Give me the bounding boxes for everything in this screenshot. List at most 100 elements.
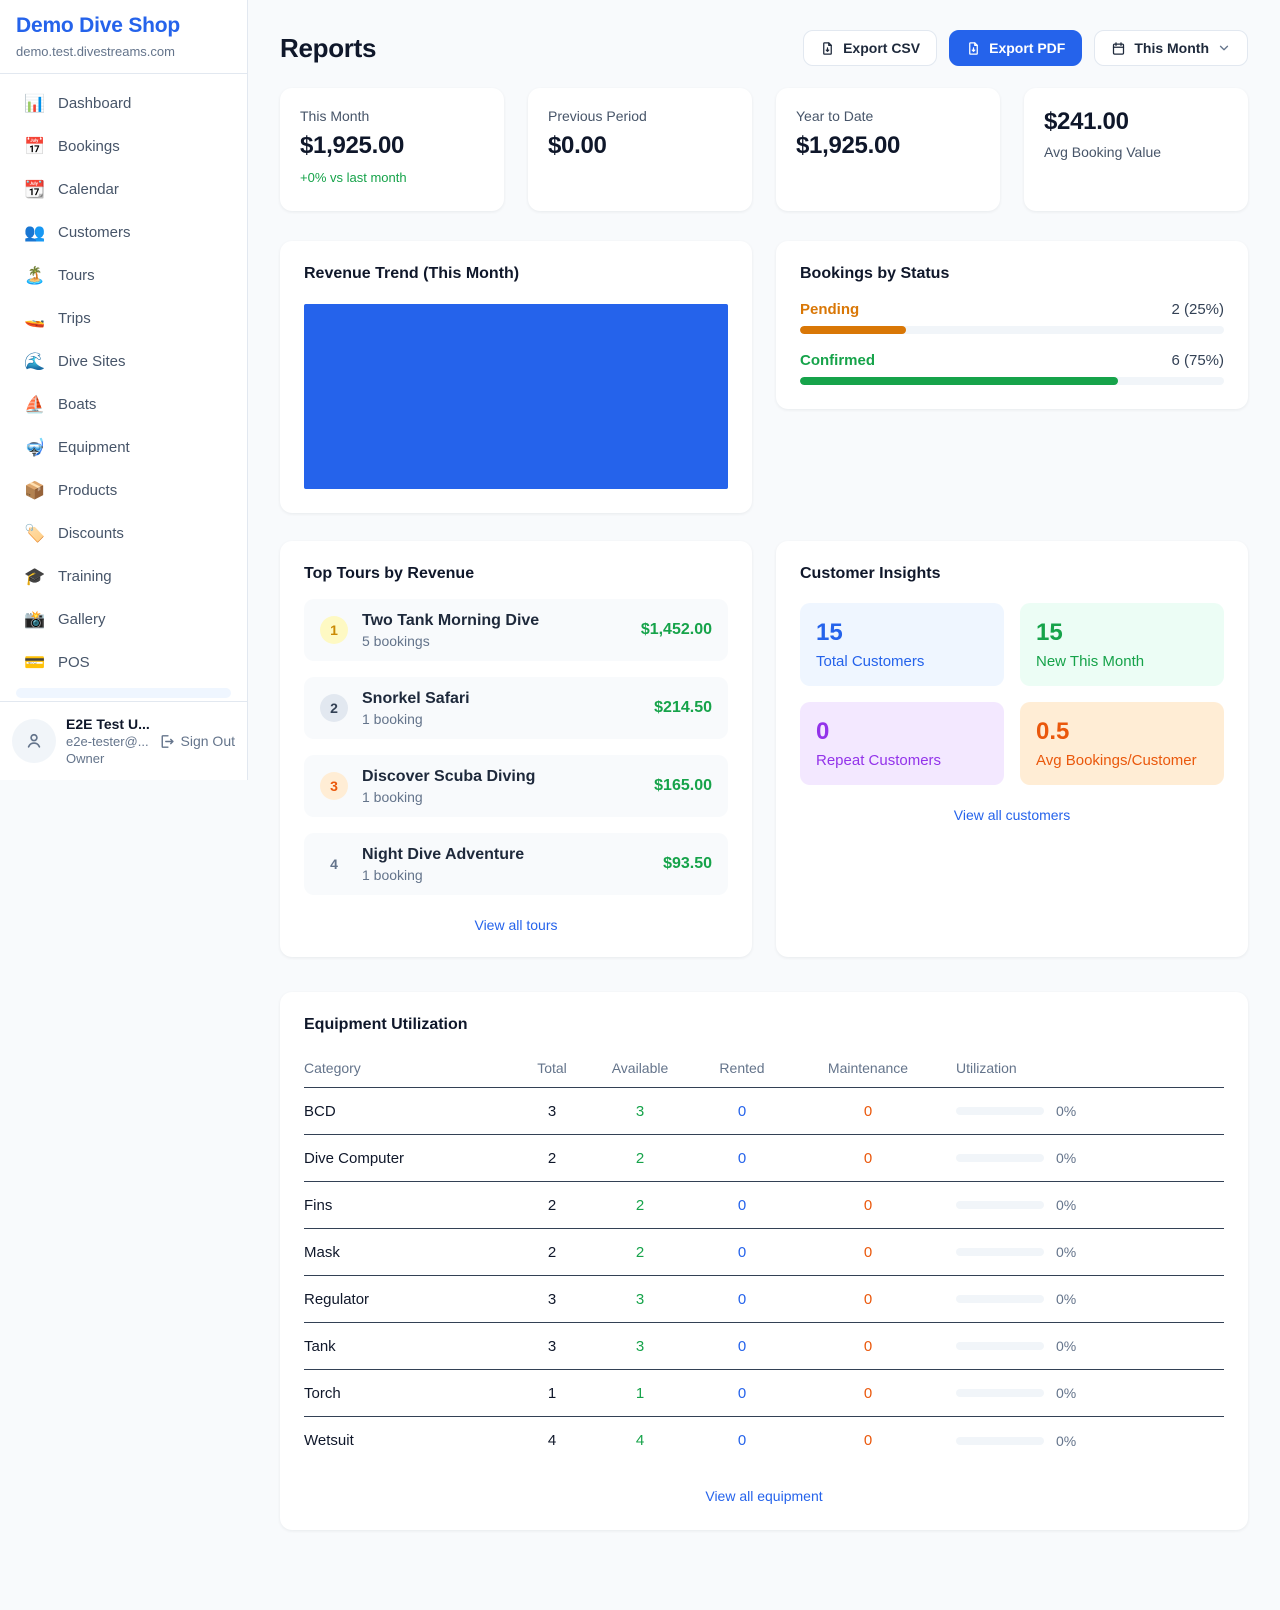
sidebar-nav-label: Boats	[58, 396, 97, 413]
insight-value: 0	[816, 718, 830, 745]
equipment-table-row: Torch 1 1 0 0 0%	[304, 1370, 1224, 1417]
period-dropdown[interactable]: This Month	[1094, 30, 1248, 66]
equipment-maintenance: 0	[863, 1149, 873, 1167]
sidebar-nav-label: POS	[58, 654, 90, 671]
customer-insights-card: Customer Insights 15 Total Customers 15 …	[776, 541, 1248, 957]
tour-bookings-count: 1 booking	[362, 788, 423, 805]
sidebar-nav-item[interactable]: 📦 Products	[8, 473, 239, 508]
revenue-trend-card: Revenue Trend (This Month)	[280, 241, 752, 513]
sidebar-nav: 📊 Dashboard 📅 Bookings 📆 Calendar 👥 Cust…	[0, 74, 247, 701]
view-all-customers-link[interactable]: View all customers	[953, 807, 1071, 823]
shop-name: Demo Dive Shop	[16, 14, 181, 37]
tours-icon: 🏝️	[24, 265, 46, 285]
equipment-available: 2	[635, 1243, 645, 1261]
utilization-percent: 0%	[1056, 1103, 1077, 1119]
equipment-available: 2	[635, 1196, 645, 1214]
sidebar-nav-label: Trips	[58, 310, 91, 327]
discounts-icon: 🏷️	[24, 523, 46, 543]
view-all-tours-link[interactable]: View all tours	[474, 917, 558, 933]
equipment-total: 4	[547, 1432, 557, 1449]
sidebar-nav-item[interactable]: 📆 Calendar	[8, 172, 239, 207]
dive-sites-icon: 🌊	[24, 351, 46, 371]
sidebar-nav-item[interactable]: 🚤 Trips	[8, 301, 239, 336]
sidebar-nav-item[interactable]: 🏝️ Tours	[8, 258, 239, 293]
export-csv-button[interactable]: Export CSV	[803, 30, 938, 66]
sidebar-nav-item[interactable]: ⛵ Boats	[8, 387, 239, 422]
tour-row: 2 Snorkel Safari 1 booking $214.50	[304, 677, 728, 739]
status-label: Pending	[800, 301, 860, 318]
sidebar-item-reports-partial[interactable]	[16, 688, 231, 698]
equipment-table-row: Dive Computer 2 2 0 0 0%	[304, 1135, 1224, 1182]
equipment-rented: 0	[737, 1149, 747, 1167]
insight-tile: 0.5 Avg Bookings/Customer	[1020, 702, 1224, 785]
equipment-maintenance: 0	[863, 1337, 873, 1355]
equipment-rented: 0	[737, 1384, 747, 1402]
boats-icon: ⛵	[24, 394, 46, 414]
utilization-bar	[956, 1389, 1044, 1397]
equipment-category: Torch	[304, 1384, 341, 1402]
sidebar-nav-item[interactable]: 💳 POS	[8, 645, 239, 680]
equipment-maintenance: 0	[863, 1243, 873, 1261]
tour-name: Night Dive Adventure	[362, 845, 525, 863]
sidebar-nav-item[interactable]: 📅 Bookings	[8, 129, 239, 164]
equipment-total: 2	[547, 1196, 557, 1214]
equipment-table-row: Mask 2 2 0 0 0%	[304, 1229, 1224, 1276]
revenue-trend-title: Revenue Trend (This Month)	[304, 265, 520, 282]
utilization-bar	[956, 1248, 1044, 1256]
sidebar-nav-label: Tours	[58, 267, 95, 284]
sign-out-button[interactable]: Sign Out	[158, 733, 235, 750]
utilization-percent: 0%	[1056, 1385, 1077, 1401]
status-label: Confirmed	[800, 352, 875, 369]
equipment-category: Tank	[304, 1337, 336, 1355]
calendar-icon	[1113, 41, 1125, 55]
equipment-available: 3	[635, 1337, 645, 1355]
sidebar-nav-label: Customers	[58, 224, 131, 241]
page-title: Reports	[280, 32, 377, 63]
sidebar-nav-item[interactable]: 📸 Gallery	[8, 602, 239, 637]
equipment-total: 2	[547, 1243, 557, 1261]
tour-name: Two Tank Morning Dive	[362, 611, 540, 629]
stat-value: $0.00	[548, 132, 607, 159]
utilization-bar	[956, 1295, 1044, 1303]
tour-bookings-count: 1 booking	[362, 866, 423, 883]
sidebar-nav-item[interactable]: 🎓 Training	[8, 559, 239, 594]
sidebar-nav-item[interactable]: 🤿 Equipment	[8, 430, 239, 465]
insight-value: 15	[816, 619, 843, 646]
user-name: E2E Test U...	[66, 716, 150, 732]
customer-insights-title: Customer Insights	[800, 565, 941, 582]
equipment-category: Regulator	[304, 1290, 370, 1308]
stat-label: This Month	[300, 108, 370, 124]
status-count: 2 (25%)	[1171, 301, 1224, 318]
sign-out-icon	[161, 734, 174, 748]
equipment-available: 1	[635, 1384, 645, 1402]
sidebar-nav-item[interactable]: 🌊 Dive Sites	[8, 344, 239, 379]
user-email: e2e-tester@...	[66, 734, 149, 749]
equipment-rented: 0	[737, 1196, 747, 1214]
tour-revenue: $165.00	[654, 777, 712, 794]
sidebar-nav-item[interactable]: 📊 Dashboard	[8, 86, 239, 121]
tour-rank-badge: 4	[330, 856, 338, 872]
sidebar-nav-label: Bookings	[58, 138, 120, 155]
dashboard-icon: 📊	[24, 93, 46, 113]
equipment-category: Mask	[304, 1243, 340, 1261]
status-count: 6 (75%)	[1171, 352, 1224, 369]
tour-row: 3 Discover Scuba Diving 1 booking $165.0…	[304, 755, 728, 817]
avatar	[12, 719, 56, 763]
sidebar-nav-label: Products	[58, 482, 118, 499]
sidebar-nav-label: Training	[58, 568, 112, 585]
view-all-equipment-link[interactable]: View all equipment	[705, 1488, 823, 1504]
export-pdf-button[interactable]: Export PDF	[949, 30, 1083, 66]
equipment-utilization-card: Equipment Utilization Category Total Ava…	[280, 992, 1248, 1530]
sidebar-nav-item[interactable]: 👥 Customers	[8, 215, 239, 250]
equipment-maintenance: 0	[863, 1196, 873, 1214]
utilization-percent: 0%	[1056, 1338, 1077, 1354]
equipment-table-header: Category Total Available Rented Maintena…	[304, 1048, 1224, 1088]
sidebar-nav-item[interactable]: 🏷️ Discounts	[8, 516, 239, 551]
equipment-total: 3	[547, 1102, 557, 1120]
insight-label: Repeat Customers	[816, 752, 942, 769]
status-progress-fill	[800, 326, 906, 334]
utilization-bar	[956, 1436, 1044, 1445]
equipment-maintenance: 0	[863, 1102, 873, 1120]
equipment-rented: 0	[737, 1243, 747, 1261]
equipment-table-row: Fins 2 2 0 0 0%	[304, 1182, 1224, 1229]
